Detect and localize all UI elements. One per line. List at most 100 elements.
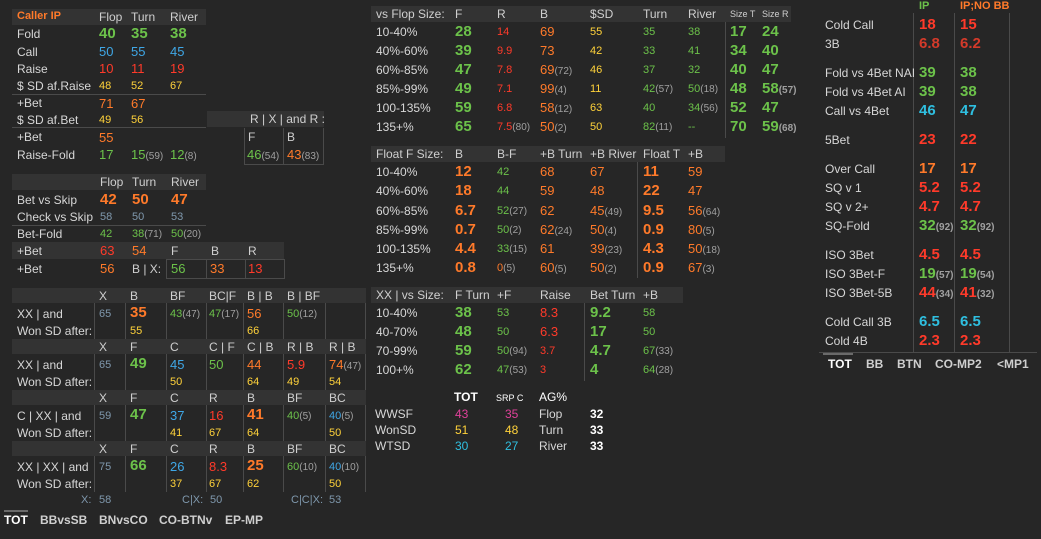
stat-value[interactable]: 64	[247, 376, 260, 388]
stat-value[interactable]: 59	[688, 164, 703, 179]
stat-value[interactable]: 37	[170, 478, 183, 490]
stat-value[interactable]: 59	[99, 410, 112, 422]
stat-value[interactable]: 40(5)	[287, 410, 312, 422]
stat-value[interactable]: 3.7	[540, 345, 556, 357]
stat-value[interactable]: 67	[170, 80, 183, 92]
stat-value[interactable]: 50	[209, 357, 224, 372]
stat-value[interactable]: 82(11)	[643, 121, 673, 133]
stat-value[interactable]: 69(72)	[540, 62, 573, 77]
stat-value[interactable]: 12(8)	[170, 147, 197, 162]
stat-value[interactable]: 50(2)	[540, 119, 567, 134]
stat-value[interactable]: 62	[455, 361, 472, 378]
tab-bnvsco[interactable]: BNvsCO	[99, 513, 148, 527]
stat-value[interactable]: 38(71)	[132, 228, 163, 240]
stat-value[interactable]: 4.4	[455, 240, 476, 257]
stat-value[interactable]: 4.7	[590, 342, 611, 359]
stat-value[interactable]: 19(57)	[919, 265, 954, 282]
stat-value[interactable]: 7.8	[497, 64, 513, 76]
stat-value[interactable]: 42	[590, 45, 603, 57]
stat-value[interactable]: 6.5	[960, 313, 981, 330]
stat-value[interactable]: 48	[455, 323, 472, 340]
stat-value[interactable]: 2.3	[960, 332, 981, 349]
stat-value[interactable]: 22	[643, 182, 660, 199]
stat-value[interactable]: 55	[99, 130, 114, 145]
stat-value[interactable]: 47	[130, 406, 147, 423]
stat-value[interactable]: 6.2	[960, 35, 981, 52]
stat-value[interactable]: 49	[130, 355, 147, 372]
stat-value[interactable]: 49	[99, 114, 112, 126]
stat-value[interactable]: 7.1	[497, 83, 513, 95]
stat-value[interactable]: 70	[730, 118, 747, 135]
stat-value[interactable]: 50(4)	[590, 222, 617, 237]
stat-value[interactable]: 33(15)	[497, 243, 528, 255]
stat-value[interactable]: 37	[170, 408, 185, 423]
stat-value[interactable]: 50(2)	[590, 260, 617, 275]
stat-value[interactable]: 9.9	[497, 45, 513, 57]
stat-value[interactable]: 17	[590, 323, 607, 340]
stat-value[interactable]: 6.7	[455, 202, 476, 219]
stat-value[interactable]: 40	[643, 102, 656, 114]
stat-value[interactable]: 39	[919, 83, 936, 100]
stat-value[interactable]: 60(5)	[540, 260, 567, 275]
stat-value[interactable]: 47(53)	[497, 364, 528, 376]
stat-value[interactable]: 58	[100, 211, 113, 223]
stat-value[interactable]: 4	[590, 361, 599, 378]
tab-bb[interactable]: BB	[866, 357, 884, 371]
stat-value[interactable]: 26	[170, 459, 185, 474]
stat-value[interactable]: 11	[643, 163, 659, 180]
stat-value[interactable]: 50(94)	[497, 345, 528, 357]
stat-value[interactable]: 5.2	[960, 179, 981, 196]
stat-value[interactable]: 68	[540, 164, 555, 179]
stat-value[interactable]: 30	[455, 439, 469, 453]
stat-value[interactable]: 41(32)	[960, 284, 995, 301]
stat-value[interactable]: 24	[762, 23, 779, 40]
stat-value[interactable]: 59(68)	[762, 118, 797, 135]
stat-value[interactable]: 23	[919, 131, 936, 148]
stat-value[interactable]: 39(23)	[590, 241, 623, 256]
stat-value[interactable]: 40	[762, 42, 779, 59]
stat-value[interactable]: 50(20)	[171, 228, 202, 240]
stat-value[interactable]: 11	[131, 61, 145, 76]
tab-ep-mp[interactable]: EP-MP	[225, 513, 264, 527]
stat-value[interactable]: 65	[99, 308, 112, 320]
stat-value[interactable]: 50	[132, 211, 145, 223]
stat-value[interactable]: 42	[100, 191, 117, 208]
stat-value[interactable]: 8.3	[209, 459, 228, 474]
stat-value[interactable]: 63	[100, 243, 115, 258]
stat-value[interactable]: 43(83)	[287, 147, 320, 162]
tab-tot-right[interactable]: TOT	[828, 357, 852, 371]
stat-value[interactable]: 99(4)	[540, 81, 567, 96]
stat-value[interactable]: 44	[247, 357, 262, 372]
stat-value[interactable]: 9.2	[590, 304, 611, 321]
stat-value[interactable]: --	[688, 121, 696, 133]
stat-value[interactable]: 44	[497, 185, 510, 197]
tab-co-mp2[interactable]: CO-MP2	[935, 357, 982, 371]
stat-value[interactable]: 47	[171, 191, 188, 208]
stat-value[interactable]: 56	[171, 261, 186, 276]
stat-value[interactable]: 18	[919, 16, 936, 33]
stat-value[interactable]: 52	[131, 80, 144, 92]
stat-value[interactable]: 56	[100, 261, 115, 276]
stat-value[interactable]: 47	[455, 61, 472, 78]
stat-value[interactable]: 19(54)	[960, 265, 995, 282]
stat-value[interactable]: 80(5)	[688, 222, 715, 237]
stat-value[interactable]: 67	[590, 164, 605, 179]
stat-value[interactable]: 38	[688, 26, 701, 38]
stat-value[interactable]: 34(56)	[688, 102, 719, 114]
stat-value[interactable]: 4.5	[919, 246, 940, 263]
stat-value[interactable]: 67	[209, 427, 222, 439]
stat-value[interactable]: 49	[455, 80, 472, 97]
stat-value[interactable]: 40(5)	[329, 410, 354, 422]
stat-value[interactable]: 64	[247, 427, 260, 439]
stat-value[interactable]: 4.5	[960, 246, 981, 263]
stat-value[interactable]: 35	[130, 304, 147, 321]
stat-value[interactable]: 55	[590, 26, 603, 38]
stat-value[interactable]: 58(57)	[762, 80, 797, 97]
stat-value[interactable]: 43	[455, 407, 469, 421]
stat-value[interactable]: 48	[505, 423, 519, 437]
stat-value[interactable]: 45	[170, 357, 185, 372]
stat-value[interactable]: 59	[540, 183, 555, 198]
stat-value[interactable]: 17	[99, 147, 114, 162]
stat-value[interactable]: 50	[643, 326, 656, 338]
stat-value[interactable]: 58(12)	[540, 100, 573, 115]
